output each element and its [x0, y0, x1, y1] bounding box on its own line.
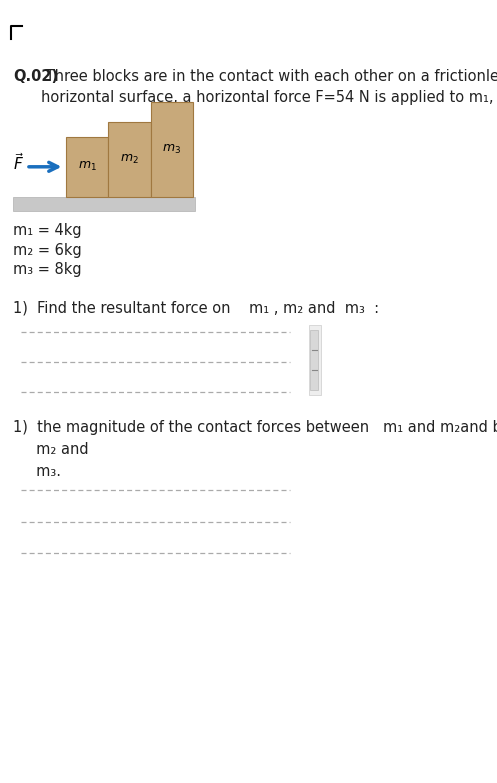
Bar	[310, 330, 318, 390]
Bar	[151, 102, 193, 197]
Text: m₁ = 4kg: m₁ = 4kg	[13, 222, 82, 237]
Text: m₂ and: m₂ and	[13, 442, 88, 456]
Text: m₃.: m₃.	[13, 464, 61, 478]
Bar	[108, 122, 151, 197]
Bar	[309, 325, 321, 395]
Bar	[66, 137, 108, 197]
Text: m₂ = 6kg: m₂ = 6kg	[13, 243, 82, 258]
Text: 1)  the magnitude of the contact forces between   m₁ and m₂and between: 1) the magnitude of the contact forces b…	[13, 420, 497, 435]
Text: m₃ = 8kg: m₃ = 8kg	[13, 262, 82, 277]
Text: $\vec{F}$: $\vec{F}$	[13, 153, 24, 173]
Text: $m_3$: $m_3$	[162, 143, 181, 156]
Text: $m_1$: $m_1$	[78, 161, 97, 173]
Text: 1)  Find the resultant force on    m₁ , m₂ and  m₃  :: 1) Find the resultant force on m₁ , m₂ a…	[13, 301, 379, 316]
Text: $m_2$: $m_2$	[120, 153, 139, 166]
Text: Three blocks are in the contact with each other on a frictionless
horizontal sur: Three blocks are in the contact with eac…	[41, 69, 497, 105]
Text: Q.02): Q.02)	[13, 69, 58, 84]
Bar	[13, 197, 195, 211]
